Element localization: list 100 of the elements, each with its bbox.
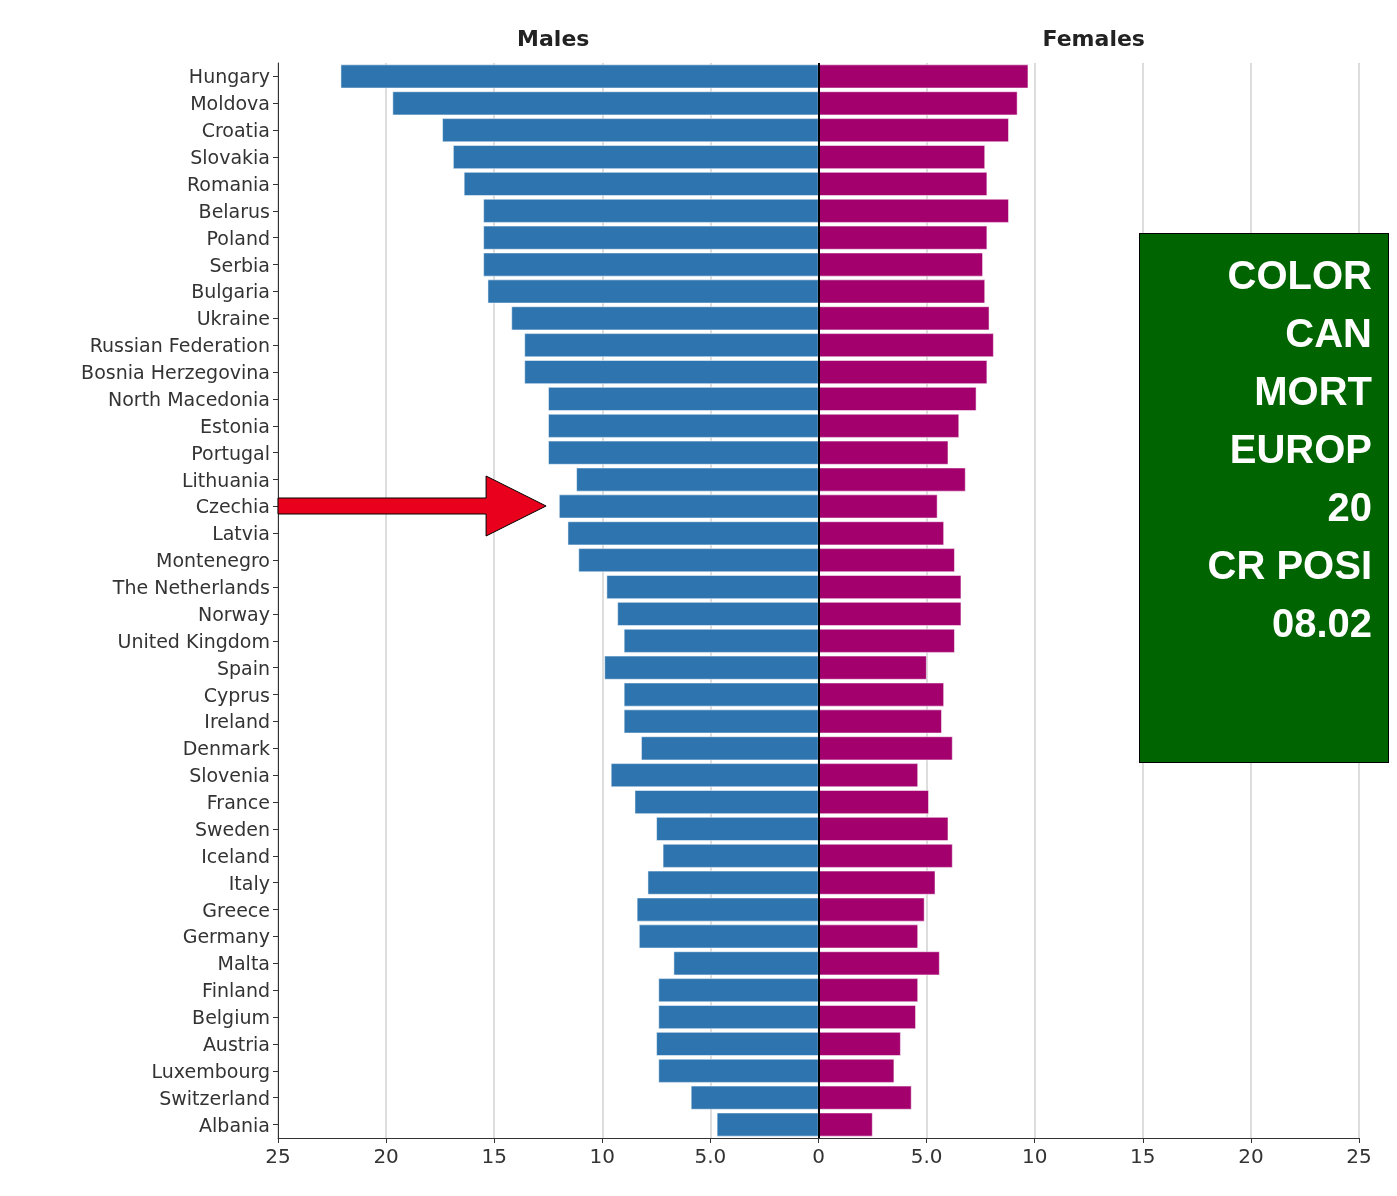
bar: [818, 897, 925, 922]
bar: [658, 978, 819, 1003]
y-tick-label: Ireland: [204, 710, 270, 733]
bar: [524, 360, 819, 384]
y-tick-label: Poland: [206, 226, 270, 249]
y-tick-label: Norway: [197, 602, 270, 625]
y-tick-label: Serbia: [209, 253, 270, 276]
bar: [639, 924, 819, 949]
bar: [604, 655, 819, 680]
y-tick-label: United Kingdom: [117, 629, 270, 652]
x-tick-label: 20: [373, 1144, 399, 1168]
bar: [818, 575, 962, 599]
bar: [617, 602, 819, 626]
y-tick-label: Latvia: [212, 522, 270, 545]
bar: [656, 817, 819, 841]
bar: [656, 1032, 819, 1056]
bar: [636, 897, 819, 922]
y-tick-label: Switzerland: [159, 1086, 270, 1109]
bar: [818, 870, 936, 895]
bar: [818, 628, 955, 653]
bar: [818, 1005, 916, 1029]
bar: [818, 494, 938, 519]
bar: [818, 118, 1009, 143]
y-tick-label: Denmark: [182, 737, 270, 760]
y-tick-label: Romania: [186, 172, 270, 195]
bar: [818, 951, 940, 976]
x-tick-label: 10: [1021, 1144, 1048, 1168]
bar: [818, 1085, 912, 1110]
bar: [818, 333, 994, 358]
y-tick-label: Sweden: [194, 817, 270, 840]
bar: [818, 817, 949, 841]
bar: [511, 306, 819, 331]
series-label: Females: [1042, 25, 1145, 51]
series-label: Males: [517, 25, 590, 51]
bar: [673, 951, 819, 976]
bar: [524, 333, 819, 358]
bar: [818, 198, 1009, 223]
x-tick-label: 15: [1130, 1144, 1156, 1168]
y-tick-label: Belarus: [198, 199, 270, 222]
annotation: COLOR: [1226, 252, 1372, 299]
x-tick-label: 20: [1238, 1144, 1264, 1168]
bar: [818, 440, 949, 465]
bar: [818, 91, 1018, 116]
bar: [818, 279, 985, 304]
y-tick-label: Spain: [216, 656, 270, 679]
bar: [548, 440, 819, 465]
bar: [483, 252, 819, 277]
y-tick-label: Bosnia Herzegovina: [81, 361, 270, 384]
y-tick-label: Slovenia: [189, 764, 270, 787]
y-tick-label: Lithuania: [181, 468, 270, 491]
bar: [716, 1112, 819, 1137]
bar: [818, 252, 983, 277]
bar: [641, 736, 819, 761]
y-tick-label: Greece: [202, 898, 270, 921]
bar: [818, 978, 918, 1003]
bar: [818, 306, 990, 331]
bar: [647, 870, 819, 895]
y-tick-label: Germany: [182, 925, 270, 948]
annotation: 08.02: [1270, 600, 1372, 647]
bar: [818, 467, 966, 492]
bar: [818, 763, 918, 788]
y-tick-label: Ukraine: [196, 307, 270, 330]
bar: [483, 225, 819, 250]
y-tick-label: Hungary: [188, 65, 270, 88]
bar: [658, 1058, 819, 1083]
bar: [818, 709, 942, 734]
bar: [623, 709, 819, 734]
bar: [818, 1112, 873, 1137]
y-tick-label: Moldova: [190, 92, 270, 115]
bar: [606, 575, 819, 599]
y-tick-label: Portugal: [191, 441, 270, 464]
bar: [634, 790, 819, 814]
x-tick-label: 0: [812, 1144, 825, 1168]
y-tick-label: Iceland: [201, 844, 270, 867]
bar: [818, 548, 955, 573]
bar: [662, 843, 819, 868]
bar: [818, 602, 962, 626]
bar: [818, 387, 977, 411]
x-tick-label: 10: [589, 1144, 616, 1168]
bar: [658, 1005, 819, 1029]
bar: [818, 225, 988, 250]
bar: [623, 682, 819, 707]
y-tick-label: Czechia: [195, 495, 270, 518]
bar: [818, 924, 918, 949]
bar: [818, 413, 960, 438]
bar: [576, 467, 819, 492]
y-tick-label: North Macedonia: [107, 387, 270, 410]
x-tick-label: 5.0: [694, 1144, 727, 1168]
bar: [578, 548, 819, 573]
y-tick-label: Austria: [202, 1032, 270, 1055]
bar: [818, 655, 927, 680]
bar: [340, 64, 819, 89]
bar: [463, 172, 819, 196]
y-tick-label: Russian Federation: [89, 334, 270, 357]
bar: [818, 64, 1029, 89]
bar: [610, 763, 819, 788]
y-tick-label: Albania: [199, 1113, 270, 1136]
bar: [818, 790, 929, 814]
y-tick-label: The Netherlands: [111, 576, 270, 599]
y-tick-label: Montenegro: [155, 549, 270, 572]
